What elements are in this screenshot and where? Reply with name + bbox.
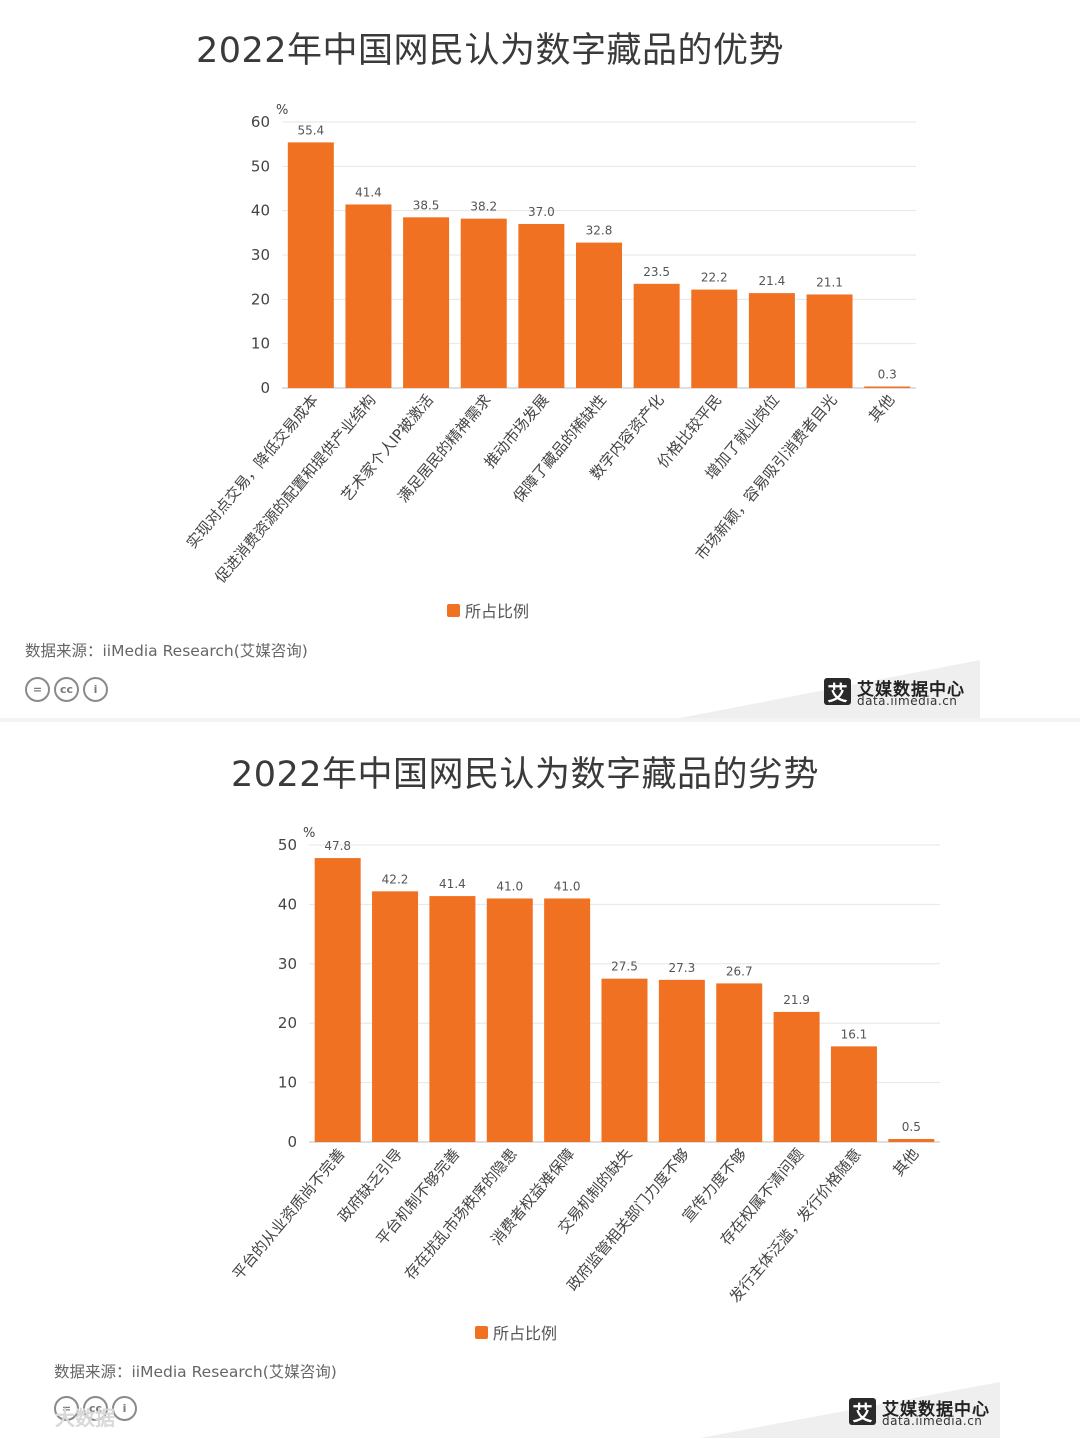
bar	[429, 896, 476, 1142]
data-label: 38.2	[470, 200, 497, 214]
chart-title: 2022年中国网民认为数字藏品的劣势	[230, 755, 820, 795]
data-label: 38.5	[413, 198, 440, 212]
data-label: 41.0	[554, 879, 581, 893]
bar-chart-disadvantages: 01020304050%47.8平台的从业资质尚不完善42.2政府缺乏引导41.…	[229, 826, 940, 1306]
iimedia-logo-icon: 艾	[849, 1398, 876, 1425]
license-icons: = cc i	[54, 1396, 137, 1421]
data-label: 22.2	[701, 271, 728, 285]
panel-divider	[0, 718, 1080, 722]
data-label: 32.8	[586, 224, 613, 238]
y-tick-label: 40	[251, 202, 270, 220]
data-label: 55.4	[297, 123, 324, 137]
legend-label: 所占比例	[465, 602, 530, 621]
bar	[518, 223, 565, 388]
bar	[345, 204, 392, 388]
y-tick-label: 0	[260, 379, 270, 397]
y-tick-label: 30	[278, 955, 297, 973]
data-label: 41.4	[439, 877, 466, 891]
x-tick-label: 存在扰乱市场秩序的隐患	[401, 1145, 521, 1283]
bar	[287, 142, 334, 388]
data-label: 26.7	[726, 964, 753, 978]
y-tick-label: 0	[287, 1133, 297, 1151]
data-label: 16.1	[841, 1027, 868, 1041]
legend-label: 所占比例	[493, 1324, 558, 1343]
equals-icon: =	[54, 1396, 79, 1421]
data-label: 0.3	[878, 368, 897, 382]
bar	[403, 217, 450, 388]
brand-name: 艾媒数据中心	[857, 680, 965, 700]
chart-panel-advantages: 2022年中国网民认为数字藏品的优势 0 10 20 30 40 50 60% 55.4 实现对…	[0, 0, 1080, 718]
data-label: 0.5	[902, 1120, 921, 1134]
chart-legend: 所占比例	[475, 1320, 557, 1344]
bar	[486, 898, 533, 1142]
bar	[372, 891, 419, 1142]
bar	[601, 978, 648, 1142]
data-label: 27.3	[669, 961, 696, 975]
chart-legend: 所占比例	[447, 598, 529, 622]
bar	[830, 1046, 877, 1142]
y-tick-label: 60	[251, 113, 270, 131]
data-label: 21.1	[816, 275, 843, 289]
data-label: 21.9	[783, 993, 810, 1007]
bar	[806, 294, 853, 388]
y-tick-label: 20	[251, 290, 270, 308]
cc-icon: cc	[83, 1396, 108, 1421]
x-tick-label: 其他	[889, 1145, 922, 1180]
bar	[544, 898, 591, 1142]
y-axis-unit-label: %	[276, 103, 288, 118]
data-source: 数据来源：iiMedia Research(艾媒咨询)	[25, 642, 308, 660]
y-tick-label: 10	[251, 335, 270, 353]
bar	[576, 242, 622, 388]
x-tick-label: 其他	[865, 391, 898, 426]
bar	[888, 1139, 935, 1142]
chart-title: 2022年中国网民认为数字藏品的优势	[195, 31, 785, 71]
bar	[460, 218, 507, 388]
watermark-text: 大数据	[55, 1406, 115, 1430]
legend-swatch	[447, 603, 460, 617]
chart-panel-disadvantages: 2022年中国网民认为数字藏品的劣势 0 10 20 30 40 50% 47.8 平台的从业…	[0, 722, 1080, 1438]
x-tick-label: 平台的从业资质尚不完善	[229, 1145, 349, 1283]
brand-url: data.iimedia.cn	[882, 1414, 983, 1428]
y-tick-label: 50	[278, 836, 297, 854]
license-icons: = cc i	[25, 677, 108, 702]
person-icon: i	[112, 1396, 137, 1421]
data-label: 37.0	[528, 205, 555, 219]
bar	[773, 1011, 820, 1142]
equals-icon: =	[25, 677, 50, 702]
y-tick-label: 20	[278, 1014, 297, 1032]
y-tick-label: 30	[251, 246, 270, 264]
bar	[716, 983, 763, 1142]
data-label: 41.4	[355, 185, 382, 199]
bar	[658, 979, 705, 1142]
data-label: 41.0	[496, 879, 523, 893]
brand-url: data.iimedia.cn	[857, 694, 958, 708]
bar-chart-advantages: 0102030405060%55.4实现对点交易，降低交易成本41.4促进消费资…	[183, 103, 916, 586]
legend-swatch	[475, 1325, 488, 1339]
y-tick-label: 50	[251, 157, 270, 175]
data-label: 47.8	[324, 839, 351, 853]
bar	[314, 858, 361, 1142]
y-tick-label: 40	[278, 895, 297, 913]
data-label: 21.4	[759, 274, 786, 288]
iimedia-logo-icon: 艾	[824, 678, 851, 705]
data-label: 42.2	[382, 872, 409, 886]
data-source: 数据来源：iiMedia Research(艾媒咨询)	[54, 1363, 337, 1381]
bar	[633, 283, 680, 388]
bar	[864, 386, 911, 388]
data-label: 27.5	[611, 960, 638, 974]
x-tick-label: 政府监管相关部门力度不够	[563, 1145, 693, 1294]
bar	[748, 293, 795, 388]
cc-icon: cc	[54, 677, 79, 702]
bar	[691, 289, 738, 388]
person-icon: i	[83, 677, 108, 702]
data-label: 23.5	[643, 265, 670, 279]
brand-name: 艾媒数据中心	[882, 1400, 990, 1420]
y-tick-label: 10	[278, 1074, 297, 1092]
y-axis-unit-label: %	[303, 826, 315, 841]
